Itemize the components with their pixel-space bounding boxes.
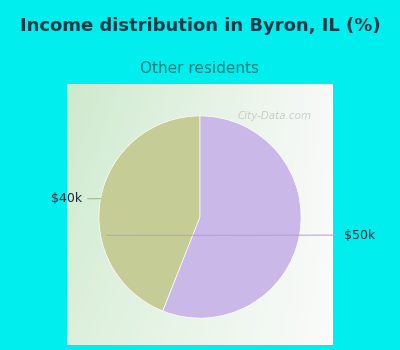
Text: Other residents: Other residents	[140, 61, 260, 76]
Text: City-Data.com: City-Data.com	[238, 111, 312, 121]
Text: Income distribution in Byron, IL (%): Income distribution in Byron, IL (%)	[20, 17, 380, 35]
Text: $50k: $50k	[107, 229, 375, 241]
Wedge shape	[99, 116, 200, 311]
Text: $40k: $40k	[51, 193, 101, 205]
Wedge shape	[163, 116, 301, 318]
